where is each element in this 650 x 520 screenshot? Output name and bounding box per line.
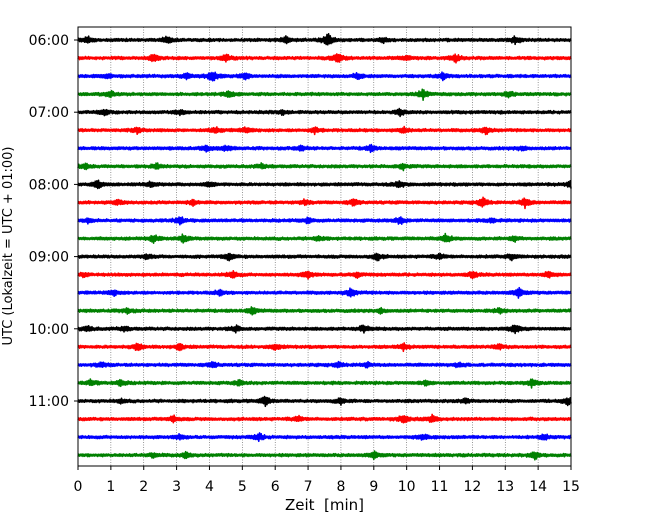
- seismogram-trace: [77, 179, 572, 190]
- seismogram-trace: [77, 125, 572, 136]
- plot-frame: [77, 26, 572, 467]
- y-tick-label: 09:00: [29, 250, 69, 266]
- seismogram-trace: [77, 342, 572, 353]
- y-tick-label: 11:00: [29, 394, 69, 410]
- seismogram-trace: [77, 107, 572, 118]
- seismogram-trace: [77, 413, 572, 424]
- x-tick-label: 9: [369, 479, 378, 495]
- x-tick-label: 8: [336, 479, 345, 495]
- seismogram-trace: [77, 216, 572, 226]
- x-tick-label: 1: [106, 479, 115, 495]
- x-tick-label: 4: [205, 479, 214, 495]
- x-tick-label: 10: [398, 479, 416, 495]
- x-tick-label: 13: [496, 479, 514, 495]
- seismogram-trace: [77, 378, 572, 389]
- x-tick-label: 7: [304, 479, 313, 495]
- seismogram-trace: [77, 252, 572, 262]
- seismogram-trace: [77, 162, 572, 172]
- seismogram-trace: [77, 450, 572, 461]
- x-tick-label: 15: [562, 479, 580, 495]
- y-tick-label: 07:00: [29, 105, 69, 121]
- grid-lines: [110, 27, 539, 466]
- x-tick-label: 14: [529, 479, 547, 495]
- y-tick-label: 10:00: [29, 322, 69, 338]
- seismogram-trace: [77, 143, 572, 154]
- seismogram-trace: [77, 286, 572, 299]
- seismogram-trace: [77, 88, 572, 101]
- seismogram-trace: [77, 360, 572, 369]
- seismogram-trace: [77, 432, 572, 443]
- seismogram-trace: [77, 196, 572, 210]
- seismogram-trace: [77, 269, 572, 280]
- x-axis-ticks: 0 1 2 3 4 5 6 7 8 9 10 11 12 13 14 15: [74, 466, 580, 495]
- x-tick-label: 3: [172, 479, 181, 495]
- seismogram-traces: [77, 33, 572, 461]
- y-axis-title: UTC (Lokalzeit = UTC + 01:00): [1, 147, 16, 346]
- x-tick-label: 6: [271, 479, 280, 495]
- x-axis-title: Zeit [min]: [285, 496, 364, 514]
- y-axis-ticks: 06:00 07:00 08:00 09:00 10:00 11:00: [29, 33, 78, 410]
- seismogram-trace: [77, 306, 572, 316]
- y-tick-label: 08:00: [29, 177, 69, 193]
- seismogram-trace: [77, 324, 572, 335]
- seismogram-trace: [77, 395, 572, 408]
- x-tick-label: 5: [238, 479, 247, 495]
- x-tick-label: 12: [463, 479, 481, 495]
- seismogram-trace: [77, 232, 572, 244]
- seismogram-trace: [77, 33, 572, 46]
- x-tick-label: 0: [74, 479, 83, 495]
- x-tick-label: 2: [139, 479, 148, 495]
- y-tick-label: 06:00: [29, 33, 69, 49]
- seismogram-trace: [77, 53, 572, 64]
- seismogram-trace: [77, 71, 572, 82]
- x-tick-label: 11: [431, 479, 449, 495]
